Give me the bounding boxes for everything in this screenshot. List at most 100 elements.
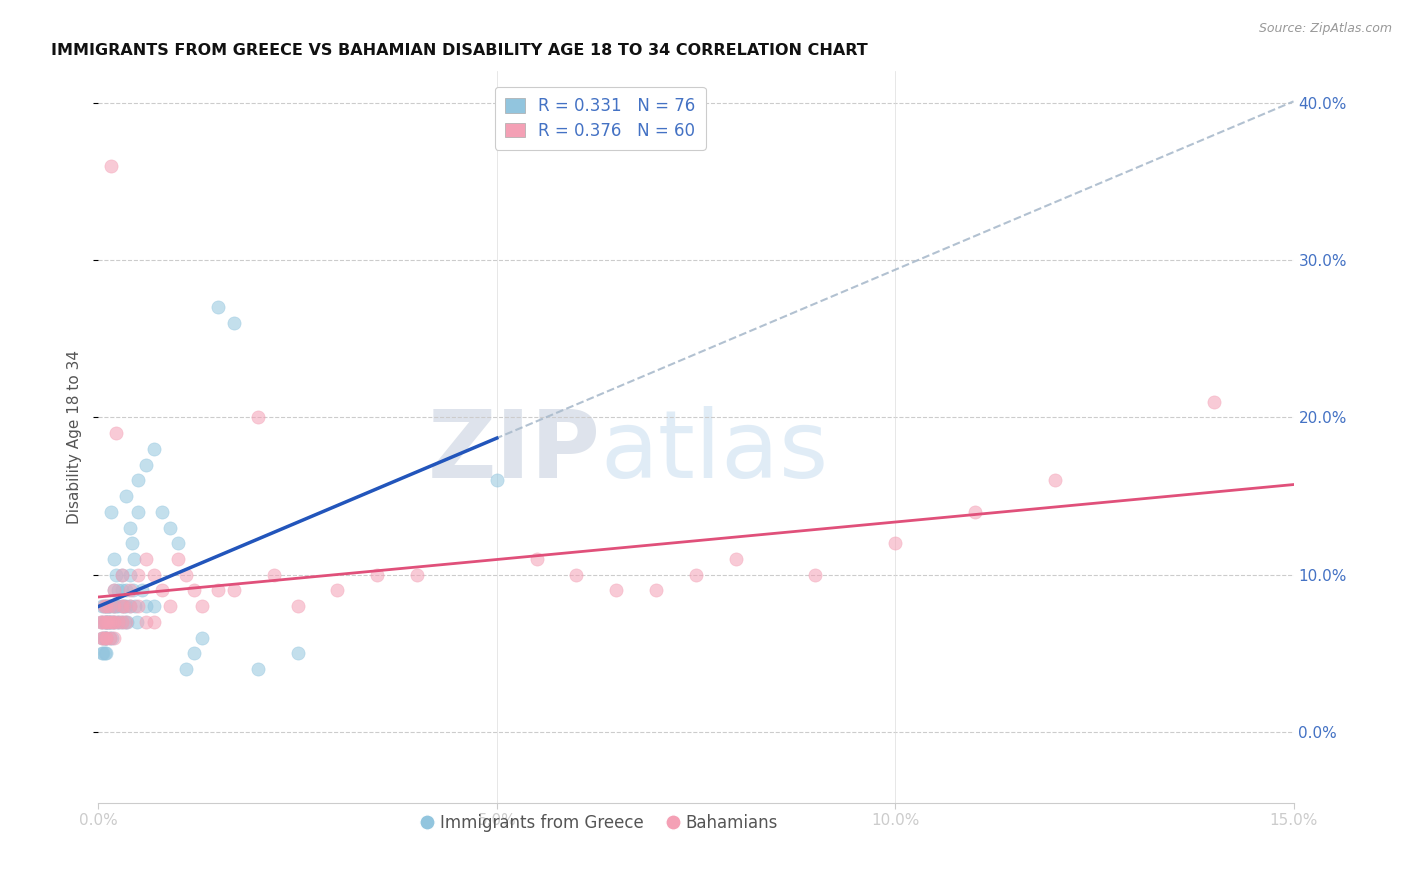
- Point: [96, 599, 118, 614]
- Point: [111, 567, 134, 582]
- Point: [93, 599, 115, 614]
- Point: [98, 631, 122, 645]
- Point: [526, 552, 548, 566]
- Point: [97, 615, 120, 629]
- Point: [96, 599, 118, 614]
- Point: [105, 615, 128, 629]
- Point: [135, 458, 157, 472]
- Point: [485, 473, 508, 487]
- Point: [103, 615, 125, 629]
- Point: [125, 615, 148, 629]
- Point: [127, 473, 149, 487]
- Point: [183, 646, 205, 660]
- Point: [97, 599, 120, 614]
- Point: [100, 159, 122, 173]
- Point: [150, 583, 173, 598]
- Point: [107, 615, 129, 629]
- Point: [143, 599, 166, 614]
- Point: [91, 631, 114, 645]
- Point: [143, 567, 166, 582]
- Point: [685, 567, 707, 582]
- Point: [98, 631, 121, 645]
- Point: [131, 583, 153, 598]
- Point: [127, 505, 149, 519]
- Point: [645, 583, 668, 598]
- Point: [94, 646, 117, 660]
- Point: [124, 599, 146, 614]
- Point: [115, 599, 138, 614]
- Point: [183, 583, 205, 598]
- Point: [111, 567, 134, 582]
- Text: atlas: atlas: [600, 406, 828, 498]
- Point: [97, 599, 120, 614]
- Point: [605, 583, 627, 598]
- Point: [120, 583, 142, 598]
- Point: [93, 599, 115, 614]
- Point: [101, 615, 124, 629]
- Point: [246, 410, 269, 425]
- Point: [90, 615, 112, 629]
- Point: [111, 583, 134, 598]
- Point: [1202, 394, 1225, 409]
- Point: [884, 536, 907, 550]
- Point: [91, 615, 114, 629]
- Point: [94, 631, 117, 645]
- Point: [96, 615, 118, 629]
- Point: [263, 567, 285, 582]
- Point: [91, 599, 114, 614]
- Point: [101, 599, 124, 614]
- Point: [222, 583, 245, 598]
- Point: [114, 615, 136, 629]
- Point: [98, 599, 122, 614]
- Point: [135, 599, 157, 614]
- Point: [159, 599, 181, 614]
- Point: [143, 615, 166, 629]
- Point: [114, 489, 136, 503]
- Point: [112, 599, 135, 614]
- Point: [91, 646, 114, 660]
- Point: [111, 599, 134, 614]
- Point: [135, 552, 157, 566]
- Point: [103, 583, 125, 598]
- Point: [115, 615, 138, 629]
- Point: [97, 615, 120, 629]
- Point: [100, 615, 122, 629]
- Point: [94, 599, 117, 614]
- Point: [191, 631, 214, 645]
- Point: [111, 599, 134, 614]
- Point: [150, 505, 173, 519]
- Point: [97, 615, 120, 629]
- Point: [115, 615, 138, 629]
- Point: [98, 615, 121, 629]
- Point: [96, 646, 118, 660]
- Point: [287, 646, 309, 660]
- Point: [167, 552, 190, 566]
- Point: [207, 301, 229, 315]
- Y-axis label: Disability Age 18 to 34: Disability Age 18 to 34: [67, 350, 83, 524]
- Point: [94, 615, 117, 629]
- Point: [111, 615, 134, 629]
- Point: [104, 426, 127, 441]
- Point: [97, 599, 120, 614]
- Text: Source: ZipAtlas.com: Source: ZipAtlas.com: [1258, 22, 1392, 36]
- Point: [222, 316, 245, 330]
- Point: [111, 615, 134, 629]
- Point: [91, 631, 114, 645]
- Point: [159, 520, 181, 534]
- Point: [724, 552, 747, 566]
- Point: [127, 599, 149, 614]
- Point: [103, 631, 125, 645]
- Point: [103, 615, 125, 629]
- Point: [101, 615, 124, 629]
- Point: [103, 599, 125, 614]
- Point: [565, 567, 588, 582]
- Point: [143, 442, 166, 456]
- Point: [167, 536, 190, 550]
- Point: [366, 567, 388, 582]
- Point: [94, 615, 117, 629]
- Point: [1043, 473, 1066, 487]
- Point: [96, 631, 118, 645]
- Point: [174, 662, 197, 676]
- Point: [90, 631, 112, 645]
- Point: [124, 552, 146, 566]
